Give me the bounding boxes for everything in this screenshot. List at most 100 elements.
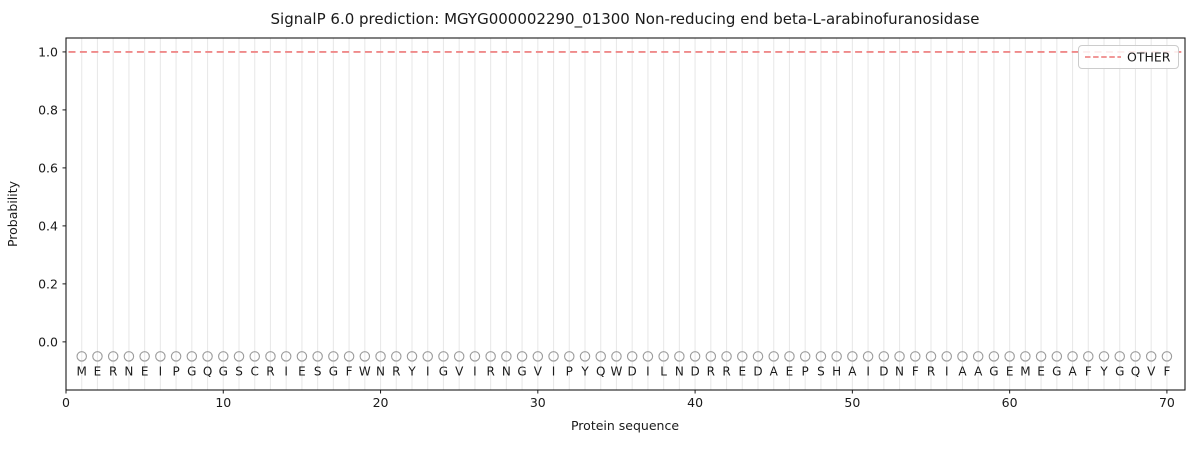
residue-letter: Y: [407, 364, 416, 378]
residue-circle: [139, 351, 150, 362]
legend: OTHER: [1078, 45, 1179, 69]
residue-circle: [1083, 351, 1094, 362]
residue-circle: [1130, 351, 1141, 362]
residue-letter: V: [534, 364, 543, 378]
residue-letter: G: [219, 364, 228, 378]
residue-letter: E: [141, 364, 149, 378]
residue-letter: A: [974, 364, 983, 378]
residue-letter: E: [298, 364, 306, 378]
x-tick-label: 20: [373, 395, 389, 410]
residue-letter: F: [1163, 364, 1170, 378]
residue-letter: I: [552, 364, 556, 378]
residue-circle: [1114, 351, 1125, 362]
residue-letter: D: [628, 364, 637, 378]
x-axis-label: Protein sequence: [571, 418, 679, 433]
residue-circle: [894, 351, 905, 362]
residue-circle: [1145, 351, 1157, 362]
residue-letter: R: [109, 364, 117, 378]
residue-circle: [862, 351, 874, 362]
residue-letter: R: [927, 364, 935, 378]
residue-letter: Q: [596, 364, 605, 378]
residue-circle: [123, 351, 135, 362]
residue-letter: P: [566, 364, 573, 378]
residue-circle: [799, 351, 811, 362]
y-tick-label: 0.0: [38, 334, 58, 349]
residue-circle: [249, 351, 260, 362]
residue-letter: V: [1147, 364, 1156, 378]
residue-letter: F: [346, 364, 353, 378]
residue-circle: [721, 351, 732, 362]
residue-circle: [784, 351, 795, 362]
y-axis-label: Probability: [5, 180, 20, 247]
residue-circle: [280, 351, 292, 362]
residue-circle: [375, 351, 386, 362]
residue-circle: [847, 351, 858, 362]
residue-markers: [76, 351, 1173, 362]
residue-circle: [438, 351, 449, 362]
residue-letter: E: [738, 364, 746, 378]
residue-letter: G: [187, 364, 196, 378]
residue-letter: P: [172, 364, 179, 378]
residue-circle: [1051, 351, 1063, 362]
residue-letter: S: [817, 364, 825, 378]
residue-letter: H: [832, 364, 841, 378]
residue-circle: [359, 351, 371, 362]
residue-circle: [611, 351, 622, 362]
legend-box: [1078, 45, 1179, 69]
residue-circle: [485, 351, 496, 362]
residue-circle: [233, 351, 245, 362]
residue-letter: I: [945, 364, 949, 378]
residue-circle: [1020, 351, 1031, 362]
residue-letter: G: [439, 364, 448, 378]
residue-letter: G: [989, 364, 998, 378]
residue-circle: [910, 351, 921, 362]
residue-letter: Y: [580, 364, 589, 378]
residue-circle: [815, 351, 827, 362]
residue-letter: W: [359, 364, 371, 378]
residue-letter: N: [376, 364, 385, 378]
residue-letter: Q: [203, 364, 212, 378]
residue-letter: M: [77, 364, 87, 378]
residue-circle: [186, 351, 198, 362]
residue-letter: C: [251, 364, 259, 378]
x-tick-label: 70: [1159, 395, 1175, 410]
legend-label-other: OTHER: [1127, 50, 1171, 65]
residue-circle: [972, 351, 984, 362]
residue-circle: [501, 351, 512, 362]
residue-circle: [76, 351, 87, 362]
residue-circle: [674, 351, 685, 362]
residue-circle: [453, 351, 465, 362]
residue-letter: E: [786, 364, 794, 378]
residue-letter: A: [770, 364, 779, 378]
plot-area-border: [65, 37, 1186, 391]
axis-ticks: 0 10 20 30 40 50 60 70 0.0 0.2 0.4 0.6 0.8 1.0: [38, 44, 1175, 410]
residue-circle: [296, 351, 308, 362]
residue-letter: G: [329, 364, 338, 378]
residue-circle: [957, 351, 968, 362]
residue-letter: E: [1037, 364, 1045, 378]
residue-letter: G: [1052, 364, 1061, 378]
residue-letter: R: [392, 364, 400, 378]
x-tick-label: 40: [687, 395, 703, 410]
residue-letter: D: [879, 364, 888, 378]
residue-circle: [642, 351, 654, 362]
residue-circle: [768, 351, 779, 362]
residue-letter: E: [1006, 364, 1014, 378]
residue-circle: [265, 351, 276, 362]
residue-letter: G: [517, 364, 526, 378]
residue-circle: [155, 351, 166, 362]
residue-circle: [516, 351, 528, 362]
residue-letter: Y: [1099, 364, 1108, 378]
residue-circle: [391, 351, 402, 362]
y-tick-label: 0.2: [38, 276, 58, 291]
residue-letter: G: [1115, 364, 1124, 378]
residue-letter: R: [707, 364, 715, 378]
residue-circle: [878, 351, 890, 362]
residue-circle: [1161, 351, 1173, 362]
residue-letter: A: [1068, 364, 1077, 378]
residue-letter: M: [1020, 364, 1030, 378]
residue-circle: [1035, 351, 1047, 362]
residue-letter: D: [753, 364, 762, 378]
residue-letter: Q: [1131, 364, 1140, 378]
